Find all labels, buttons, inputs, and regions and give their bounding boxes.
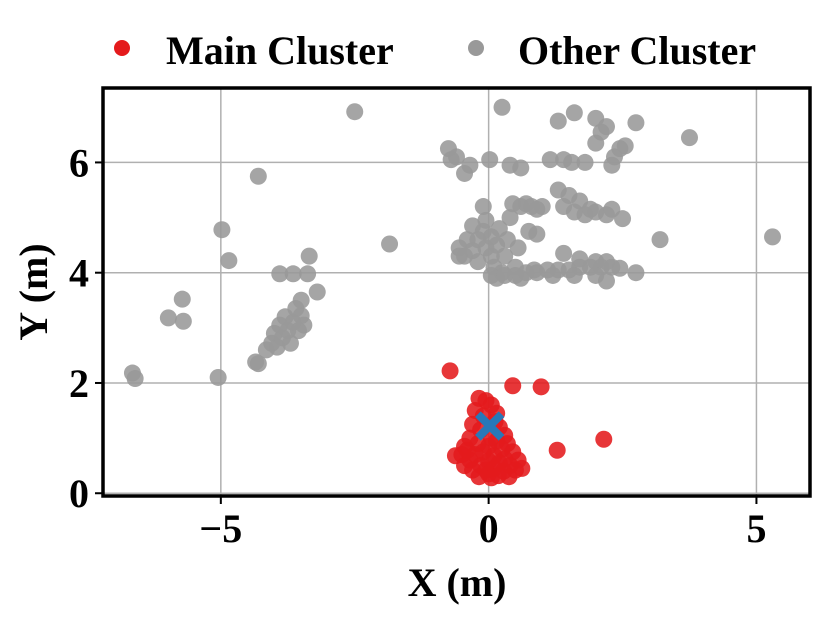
other-cluster-point: [525, 261, 543, 279]
other-cluster-point: [284, 265, 302, 283]
y-axis-label: Y (m): [11, 243, 56, 340]
main-cluster-point: [532, 378, 550, 396]
other-cluster-point: [764, 228, 782, 246]
other-cluster-point: [565, 104, 583, 122]
other-cluster-point: [616, 137, 634, 155]
other-cluster-point: [477, 211, 495, 229]
other-cluster-point: [571, 250, 589, 268]
x-tick-label: 5: [746, 506, 766, 551]
x-tick-label: −5: [199, 506, 242, 551]
other-cluster-point: [603, 200, 621, 218]
other-cluster-point: [292, 291, 310, 309]
main-cluster-point: [441, 362, 459, 380]
centroid-marker: [475, 411, 505, 441]
centroid-stroke: [475, 411, 505, 441]
other-cluster-point: [295, 316, 313, 334]
main-cluster-point: [458, 441, 476, 459]
other-cluster-point: [220, 252, 238, 270]
other-cluster-point: [469, 253, 487, 271]
other-cluster-point: [461, 156, 479, 174]
other-cluster-point: [173, 290, 191, 308]
other-cluster-point: [493, 98, 511, 116]
main-cluster-point: [504, 377, 522, 395]
other-cluster-point: [501, 209, 519, 227]
other-cluster-point: [299, 265, 317, 283]
data-points: [123, 98, 782, 487]
other-cluster-point: [587, 134, 605, 152]
other-cluster-point: [563, 153, 581, 171]
other-cluster-point: [174, 312, 192, 330]
legend-marker: [114, 40, 130, 56]
other-cluster-point: [249, 167, 267, 185]
other-cluster-point: [481, 151, 499, 169]
other-cluster-point: [300, 247, 318, 265]
other-cluster-point: [442, 151, 460, 169]
main-cluster-point: [500, 468, 518, 486]
other-cluster-point: [544, 266, 562, 284]
y-tick-label: 6: [69, 140, 89, 185]
main-cluster-point: [595, 430, 613, 448]
other-cluster-point: [249, 355, 267, 373]
axis-ticks: −5 0 5 0 2 4 6: [69, 140, 766, 551]
main-cluster-point: [482, 469, 500, 487]
other-cluster-point: [209, 368, 227, 386]
other-cluster-point: [555, 244, 573, 262]
legend-label: Other Cluster: [518, 28, 756, 73]
y-tick-label: 0: [69, 471, 89, 516]
x-tick-label: 0: [479, 506, 499, 551]
other-cluster-point: [533, 198, 551, 216]
other-cluster-point: [680, 129, 698, 147]
legend: Main Cluster Other Cluster: [114, 28, 756, 73]
other-cluster-point: [474, 198, 492, 216]
other-cluster-point: [587, 203, 605, 221]
other-cluster-point: [597, 253, 615, 271]
other-cluster-point: [597, 118, 615, 136]
main-cluster-point: [470, 468, 488, 486]
other-cluster-point: [450, 247, 468, 265]
main-cluster-point: [548, 441, 566, 459]
other-cluster-point: [512, 159, 530, 177]
x-axis-label: X (m): [408, 560, 507, 605]
other-cluster-point: [597, 272, 615, 290]
other-cluster-point: [512, 269, 530, 287]
other-cluster-point: [496, 247, 514, 265]
y-tick-label: 2: [69, 361, 89, 406]
plot-frame: [101, 86, 812, 498]
other-cluster-point: [126, 370, 144, 388]
y-tick-label: 4: [69, 251, 89, 296]
other-cluster-point: [159, 309, 177, 327]
other-cluster-point: [541, 151, 559, 169]
legend-label: Main Cluster: [166, 28, 394, 73]
other-cluster-point: [627, 264, 645, 282]
other-cluster-point: [627, 114, 645, 132]
other-cluster-point: [213, 221, 231, 239]
other-cluster-point: [565, 266, 583, 284]
other-cluster-point: [509, 239, 527, 257]
other-cluster-point: [549, 112, 567, 130]
other-cluster-point: [576, 153, 594, 171]
other-cluster-point: [528, 225, 546, 243]
other-cluster-point: [271, 265, 289, 283]
other-cluster-point: [308, 283, 326, 301]
other-cluster-point: [281, 334, 299, 352]
other-cluster-point: [381, 235, 399, 253]
legend-marker: [468, 40, 484, 56]
other-cluster-point: [611, 259, 629, 277]
other-cluster-point: [651, 231, 669, 249]
other-cluster-point: [346, 103, 364, 121]
